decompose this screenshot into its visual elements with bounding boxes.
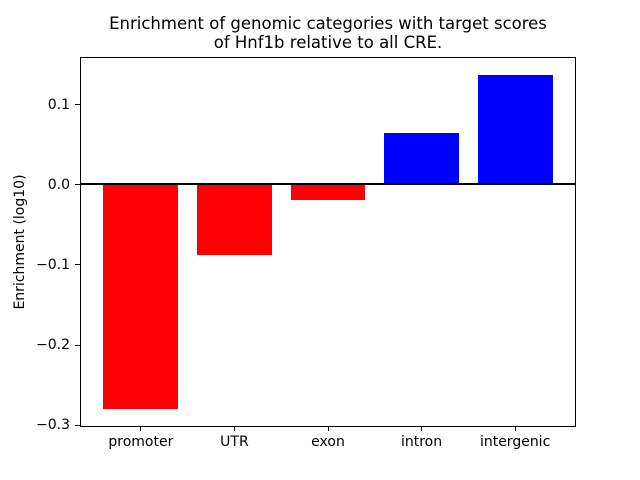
x-tick-exon (327, 426, 329, 431)
y-tick-−0.3 (75, 424, 80, 426)
plot-area: promoter UTR exon intron intergenic −0.3 −0.2 −… (36, 57, 576, 450)
zero-line (81, 182, 575, 185)
y-tick-label-−0.3: −0.3 (36, 417, 70, 434)
x-tick-UTR (233, 426, 235, 431)
x-tick-label-intron: intron (400, 434, 443, 450)
y-tick-−0.1 (75, 264, 80, 266)
x-tick-label-promoter: promoter (108, 434, 174, 450)
bar-intergenic (477, 74, 553, 185)
y-tick-label-0.0: 0.0 (47, 176, 70, 193)
y-tick-0.1 (75, 104, 80, 105)
y-axis-label: Enrichment (log10) (12, 174, 28, 310)
bar-exon (290, 184, 366, 200)
x-tick-intergenic (514, 426, 516, 431)
y-tick-label-0.1: 0.1 (47, 96, 70, 113)
bar-UTR (197, 184, 272, 256)
y-tick-label-−0.2: −0.2 (36, 337, 70, 354)
bar-intron (384, 133, 459, 185)
bar-promoter (103, 184, 179, 410)
x-tick-label-intergenic: intergenic (479, 434, 551, 450)
x-tick-label-UTR: UTR (220, 434, 249, 450)
y-tick-−0.2 (75, 344, 80, 346)
x-tick-promoter (140, 426, 142, 431)
y-tick-label-−0.1: −0.1 (36, 256, 70, 273)
x-tick-label-exon: exon (311, 434, 345, 450)
x-tick-intron (421, 426, 423, 431)
y-tick-0.0 (75, 184, 80, 186)
chart-title: Enrichment of genomic categories with ta… (109, 14, 547, 52)
